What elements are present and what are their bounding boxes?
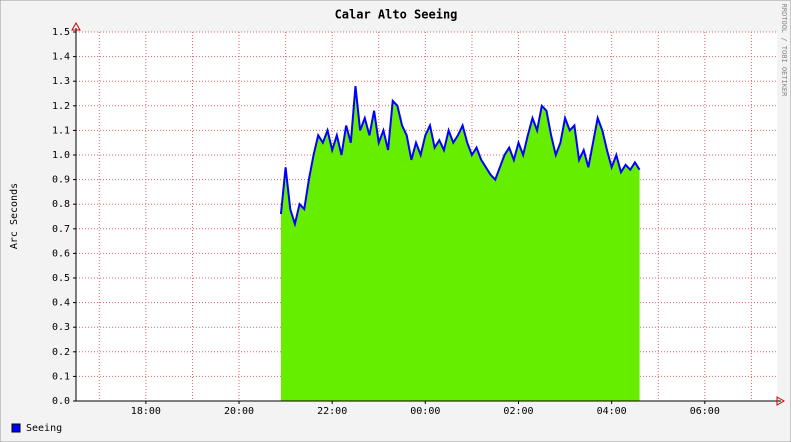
area: [280, 86, 640, 402]
y-tick-label: 0.3: [52, 322, 70, 333]
legend-label: Seeing: [26, 423, 62, 434]
x-tick-label: 06:00: [690, 406, 720, 417]
y-tick-label: 0.0: [52, 396, 70, 407]
y-axis-label: Arc Seconds: [9, 183, 20, 249]
y-tick-label: 0.5: [52, 273, 70, 284]
y-tick-label: 0.2: [52, 347, 70, 358]
y-tick-label: 1.0: [52, 150, 70, 161]
x-tick-label: 22:00: [317, 406, 347, 417]
y-tick-label: 1.3: [52, 76, 70, 87]
y-tick-label: 1.4: [52, 52, 70, 63]
axes: [71, 21, 786, 406]
y-tick-label: 1.1: [52, 125, 70, 136]
y-arrow: [71, 21, 81, 31]
x-tick-label: 02:00: [503, 406, 533, 417]
x-tick-label: 04:00: [597, 406, 627, 417]
y-tick-label: 0.7: [52, 224, 70, 235]
legend-swatch: [11, 423, 21, 433]
y-tick-label: 0.8: [52, 199, 70, 210]
y-tick-label: 0.9: [52, 175, 70, 186]
y-tick-label: 1.2: [52, 101, 70, 112]
legend: Seeing: [11, 423, 62, 434]
x-tick-label: 20:00: [224, 406, 254, 417]
y-tick-label: 0.1: [52, 371, 70, 382]
y-tick-label: 0.6: [52, 248, 70, 259]
line: [279, 86, 641, 228]
x-arrow: [776, 396, 786, 406]
y-tick-label: 0.4: [52, 298, 70, 309]
x-tick-label: 00:00: [410, 406, 440, 417]
x-tick-label: 18:00: [131, 406, 161, 417]
y-tick-label: 1.5: [52, 27, 70, 38]
chart-title: Calar Alto Seeing: [335, 8, 458, 22]
watermark: RRDTOOL / TOBI OETIKER: [780, 4, 788, 98]
marks: [279, 86, 641, 402]
